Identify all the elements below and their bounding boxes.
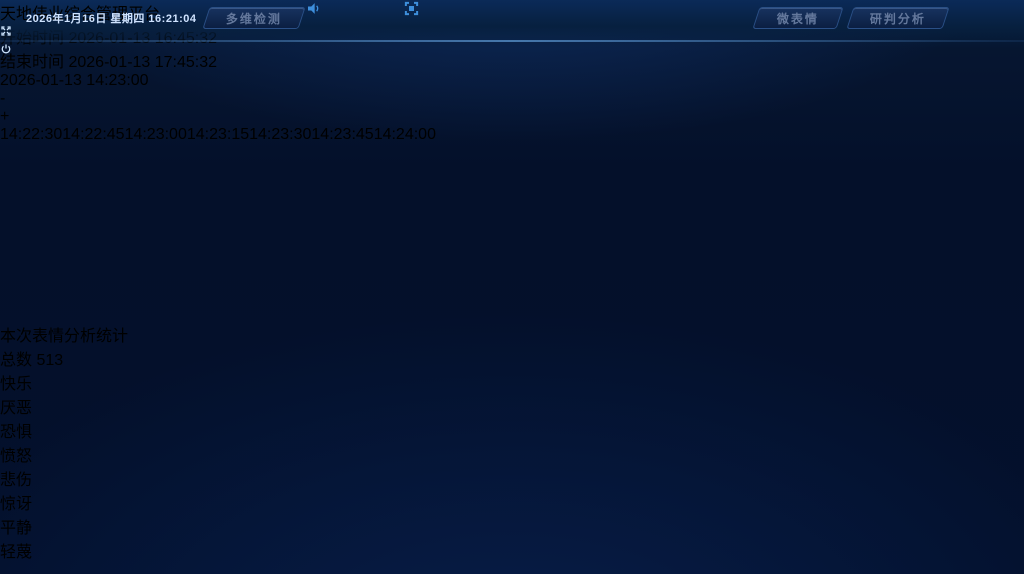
legend-label: 惊讶 [0,496,33,513]
timeline-tick: 14:24:00 [373,126,436,143]
tab-analysis[interactable]: 研判分析 [846,7,950,29]
legend-label: 厌恶 [0,400,33,417]
legend-label: 恐惧 [0,424,33,441]
current-timestamp-badge: 2026-01-13 14:23:00 [0,72,149,89]
end-time-label: 结束时间 [0,54,65,71]
volume-icon[interactable] [306,1,322,16]
fit-frame-icon[interactable] [404,1,419,16]
tab-label: 微表情 [776,11,819,26]
page-title: 天地伟业综合管理平台 [0,0,1024,24]
legend-item[interactable]: 厌恶 [0,394,285,418]
top-bar: 2026年1月16日 星期四 16:21:04 多维检测 天地伟业综合管理平台 … [0,0,1024,54]
fullscreen-icon [1,26,11,36]
legend-label: 愤怒 [0,448,33,465]
legend-item[interactable]: 快乐 [0,370,285,394]
timeline-tick: 14:23:15 [186,126,250,143]
panel-expression-stats: 本次表情分析统计 总数 513 快乐厌恶恐惧愤怒悲伤惊讶平静轻蔑 [0,322,285,574]
timeline-zoom-in-button[interactable]: + [0,108,10,125]
tab-label: 研判分析 [869,11,926,26]
tab-micro-expression[interactable]: 微表情 [752,7,844,29]
timeline-tick: 14:22:45 [62,126,125,143]
expression-legend: 快乐厌恶恐惧愤怒悲伤惊讶平静轻蔑 [0,370,285,562]
tab-label: 多维检测 [225,11,282,26]
legend-item[interactable]: 惊讶 [0,490,285,514]
power-button[interactable] [0,42,1024,60]
legend-item[interactable]: 恐惧 [0,418,285,442]
legend-label: 平静 [0,520,33,537]
legend-label: 悲伤 [0,472,33,489]
timeline-tick: 14:22:30 [0,126,63,143]
total-value: 513 [36,352,64,369]
legend-item[interactable]: 悲伤 [0,466,285,490]
timeline-tick: 14:23:30 [249,126,312,143]
brand-name: 天地伟业 [0,6,65,23]
timeline-zoom-out-button[interactable]: - [0,90,6,107]
timeline-tick-labels: 14:22:3014:22:4514:23:0014:23:1514:23:30… [0,126,436,144]
legend-item[interactable]: 平静 [0,514,285,538]
legend-label: 轻蔑 [0,544,33,561]
legend-item[interactable]: 轻蔑 [0,538,285,562]
end-time-value: 2026-01-13 17:45:32 [68,54,218,71]
platform-name: 综合管理平台 [64,6,161,23]
datetime-display: 2026年1月16日 星期四 16:21:04 [26,13,197,25]
tab-multidim-detect[interactable]: 多维检测 [202,7,306,29]
panel-header: 本次表情分析统计 [0,322,285,346]
timeline-tick: 14:23:00 [124,126,187,143]
panel-title: 本次表情分析统计 [0,328,129,345]
fullscreen-button[interactable] [0,24,1024,42]
legend-item[interactable]: 愤怒 [0,442,285,466]
donut-center: 总数 513 [0,346,285,370]
legend-label: 快乐 [0,376,33,393]
timeline-tick: 14:23:45 [311,126,374,143]
total-label: 总数 [0,352,33,369]
power-icon [1,44,11,54]
